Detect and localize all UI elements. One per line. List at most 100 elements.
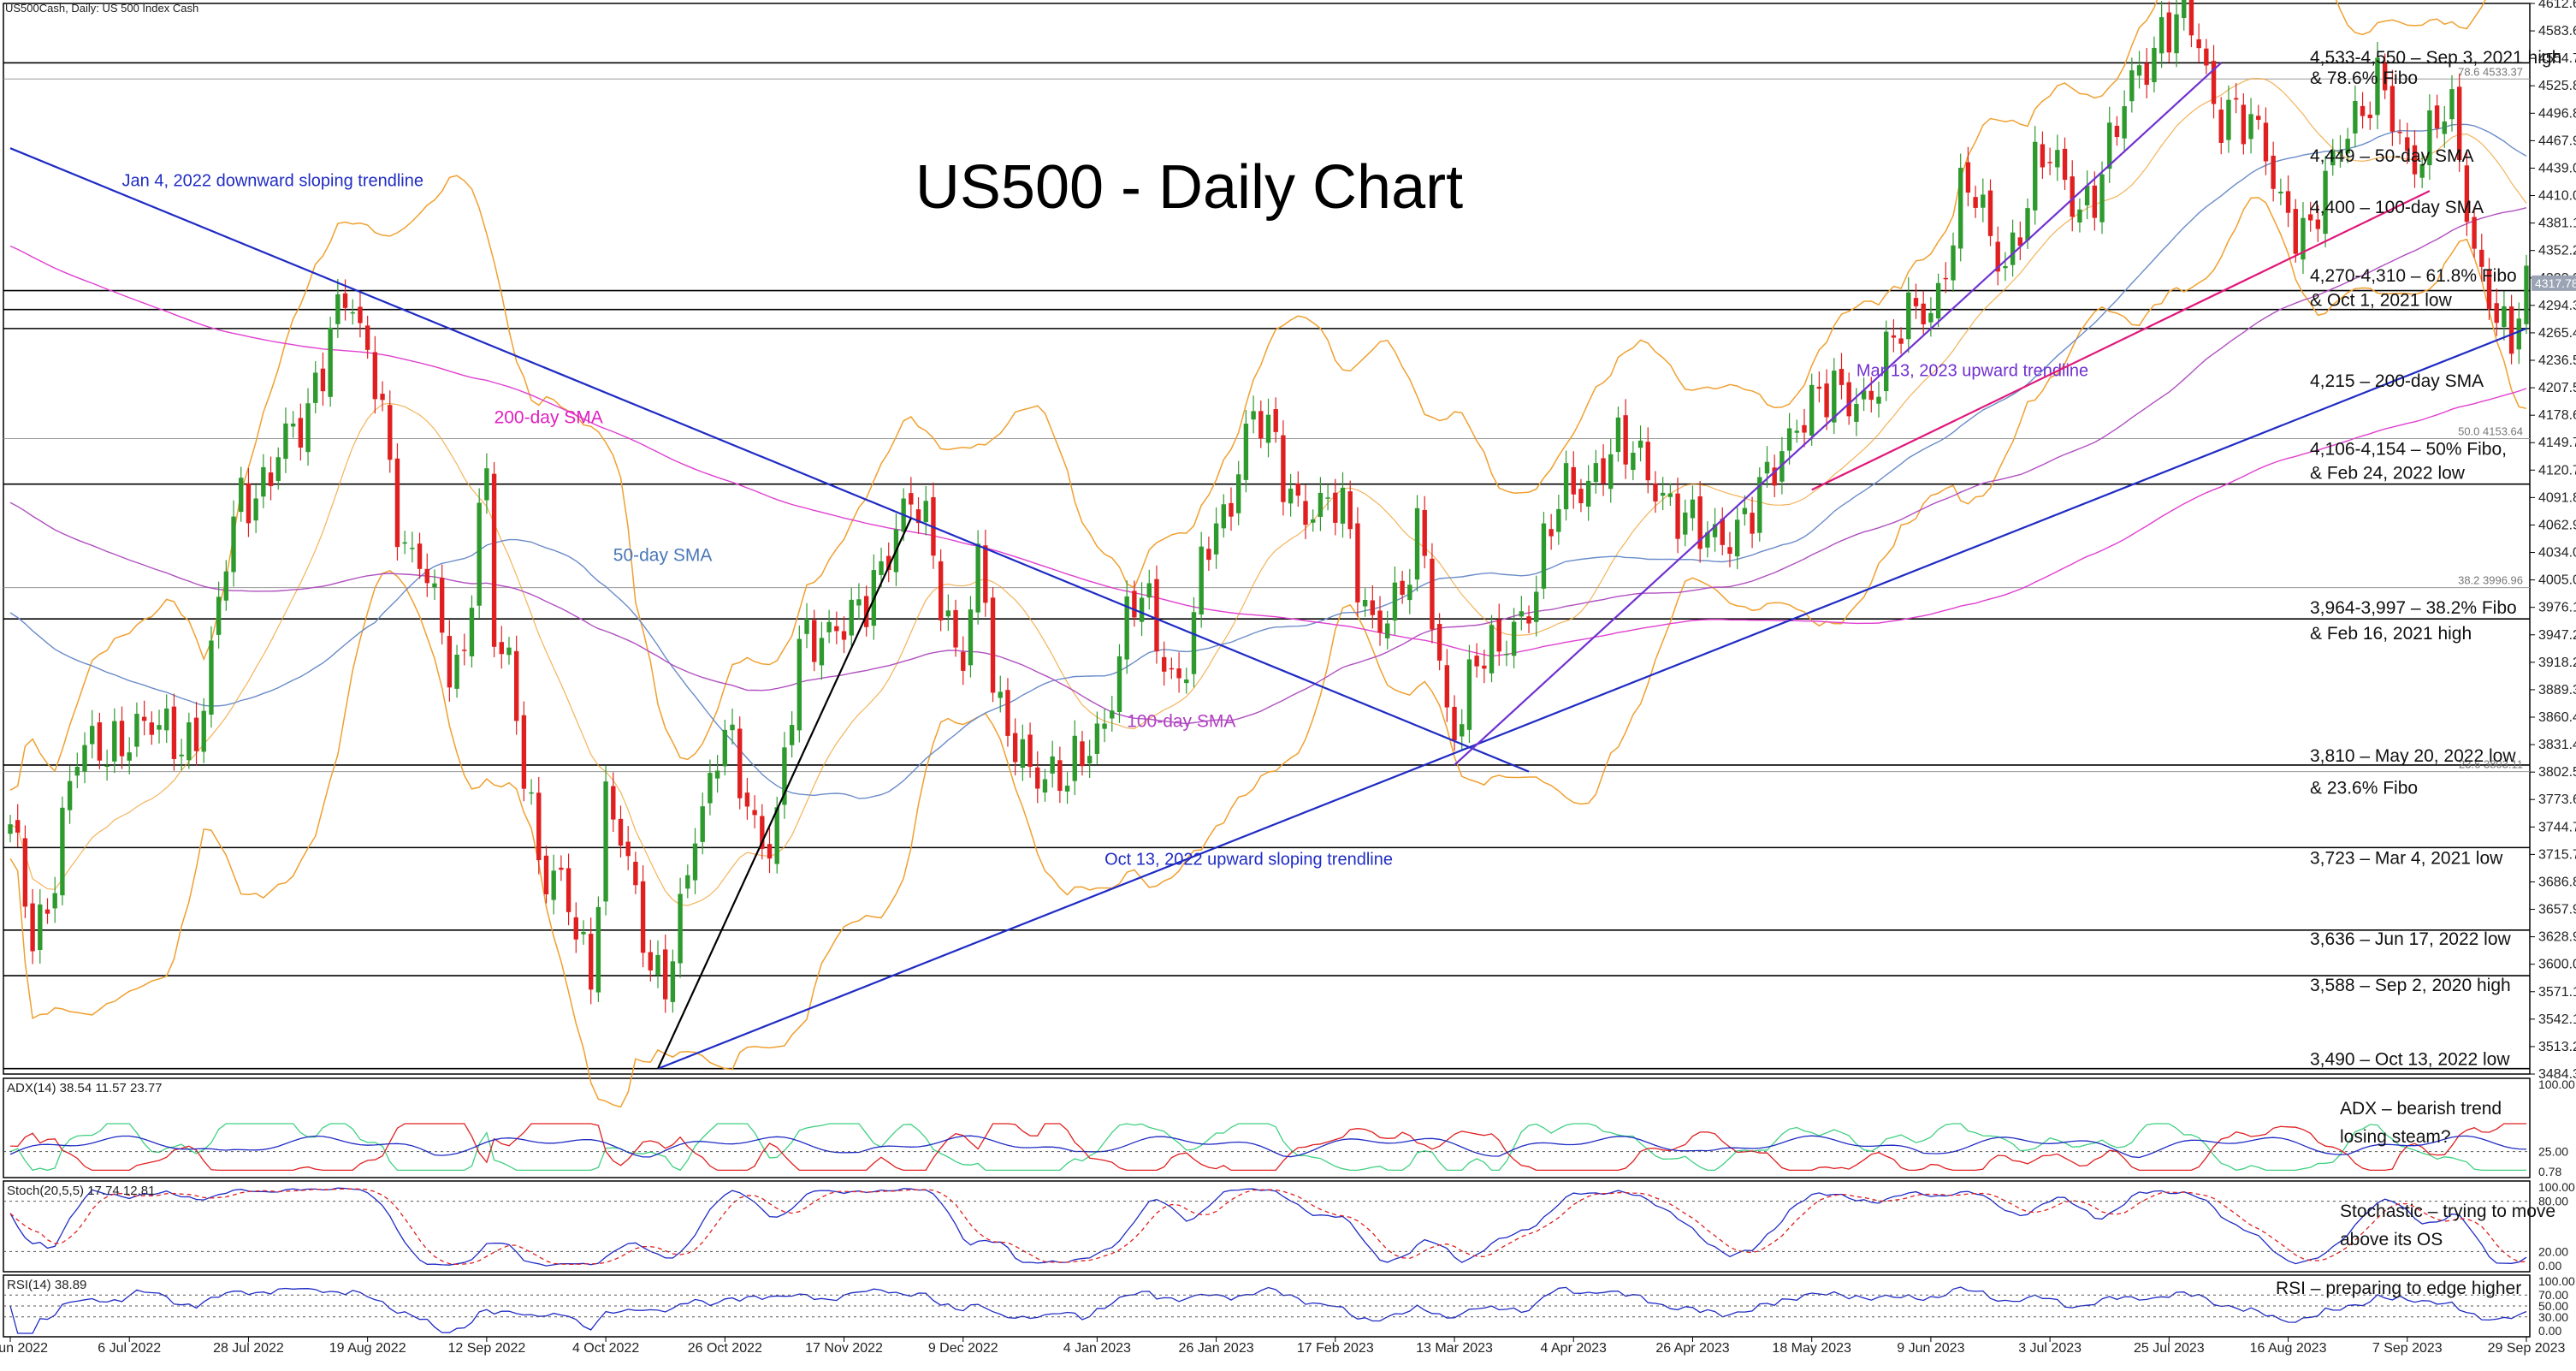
candle-body [1281,435,1286,502]
candle-body [2010,232,2016,265]
candle-body [2196,39,2201,49]
candle-body [2456,86,2462,160]
candle-body [1623,415,1628,465]
y-tick-label: 3831.49 [2538,738,2576,752]
x-tick-label: 18 May 2023 [1772,1341,1851,1356]
candle-body [1660,492,1666,496]
candle-body [1027,734,1033,768]
candle-body [2271,155,2276,189]
candle-body [782,747,787,805]
candle-body [1355,523,1360,602]
candle-body [90,726,95,745]
candle-body [737,728,743,798]
candle-body [149,722,155,735]
candle-body [119,721,125,757]
fibo-level-label: 23.6 3803.11 [2459,758,2523,771]
candle-body [462,650,467,651]
candle-body [1482,665,1487,669]
fibo-level-label: 78.6 4533.37 [2458,65,2523,78]
candle-body [1742,507,1748,514]
y-tick-label: 4236.51 [2538,353,2576,368]
candle-body [863,596,869,627]
candle-body [1161,656,1167,672]
candle-body [1981,194,1986,208]
candle-body [44,909,50,914]
ma-label: 50-day SMA [613,546,713,566]
candle-body [1757,477,1762,533]
ma-label: 200-day SMA [494,408,603,428]
candle-body [938,561,944,620]
level-annotation: 4,400 – 100-day SMA [2310,198,2484,217]
candle-body [648,952,653,970]
x-tick-label: 17 Feb 2023 [1297,1341,1374,1356]
candle-body [2107,122,2112,169]
candle-body [1489,625,1495,674]
candle-body [1116,656,1122,713]
panel-tick-label: 50.00 [2538,1299,2568,1313]
candle-body [201,710,206,752]
x-tick-label: 6 Jul 2022 [98,1341,161,1356]
candle-body [1712,524,1718,537]
candle-body [1124,596,1129,660]
y-tick-label: 3947.21 [2538,628,2576,643]
y-tick-label: 3600.05 [2538,958,2576,972]
candle-body [1511,621,1517,656]
y-tick-label: 4410.09 [2538,189,2576,204]
candle-body [2494,303,2499,323]
candle-body [1110,710,1115,719]
candle-body [633,861,638,886]
candle-body [358,306,363,323]
candle-body [1385,623,1390,638]
candle-body [2323,170,2328,234]
candle-body [454,655,459,689]
candle-body [1637,440,1643,448]
candle-body [2285,191,2291,213]
candle-body [388,405,393,460]
candle-body [2382,63,2388,91]
y-tick-label: 3773.63 [2538,792,2576,807]
candle-body [1876,396,1881,404]
x-tick-label: 13 Mar 2023 [1416,1341,1493,1356]
candle-body [1265,414,1271,443]
candle-body [253,498,258,521]
candle-body [1667,493,1673,497]
y-tick-label: 4091.86 [2538,490,2576,505]
adx-panel-header: ADX(14) 38.54 11.57 23.77 [7,1081,163,1095]
candle-body [2233,98,2239,100]
level-annotation: & 23.6% Fibo [2310,779,2418,798]
candle-body [275,457,281,481]
candle-body [1139,597,1145,622]
candle-body [1102,723,1107,729]
candle-body [209,640,214,715]
y-tick-label: 3802.56 [2538,765,2576,780]
candle-body [1436,624,1442,661]
candle-body [1958,168,1963,249]
candle-body [1414,507,1420,580]
candle-body [424,568,429,584]
y-tick-label: 3918.28 [2538,656,2576,670]
candle-body [1154,579,1159,652]
bollinger-upper-band [9,0,2486,791]
candle-body [74,767,80,776]
fibo-level-label: 50.0 4153.64 [2458,424,2523,437]
candle-body [342,293,348,308]
candle-body [2182,0,2187,19]
x-tick-label: 9 Jun 2023 [1897,1341,1964,1356]
candle-body [595,906,601,993]
candle-body [491,473,497,647]
candle-body [849,599,854,636]
candle-body [2062,148,2068,181]
y-tick-label: 4439.02 [2538,161,2576,175]
candle-body [216,596,222,635]
y-tick-label: 4265.44 [2538,326,2576,341]
level-annotation: 4,106-4,154 – 50% Fibo, [2310,440,2507,460]
candle-body [1132,591,1137,618]
level-annotation: 3,723 – Mar 4, 2021 low [2310,849,2503,869]
candle-body [1370,600,1376,615]
level-annotation: 3,964-3,997 – 38.2% Fibo [2310,598,2517,618]
candle-body [1064,786,1070,792]
panel-tick-label: 25.00 [2538,1145,2568,1159]
candle-body [1311,519,1316,523]
candle-body [1184,679,1189,684]
candle-body [141,716,147,721]
